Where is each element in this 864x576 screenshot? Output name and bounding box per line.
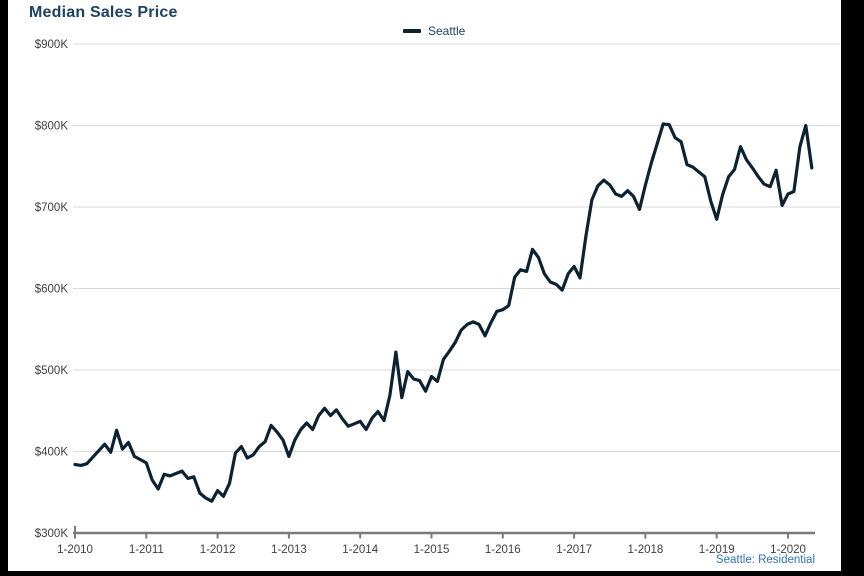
seattle-line-swatch-icon [403,29,421,33]
y-axis-tick-label: $400K [35,447,69,459]
x-axis-tick-label: 1-2015 [414,544,450,556]
x-axis-tick-label: 1-2013 [271,544,307,556]
x-axis-tick-label: 1-2017 [556,544,592,556]
x-axis-tick-label: 1-2019 [699,544,735,556]
x-axis-tick-label: 1-2010 [57,544,93,556]
x-axis-tick-label: 1-2020 [770,544,806,556]
y-axis-tick-label: $600K [35,284,69,296]
x-axis-tick-label: 1-2012 [200,544,236,556]
chart-title: Median Sales Price [29,4,178,21]
x-axis-tick-label: 1-2018 [627,544,663,556]
legend: Seattle [403,24,465,38]
seattle-price-line [73,122,814,503]
y-axis-tick-label: $900K [35,39,69,51]
x-axis-tick-label: 1-2014 [342,544,378,556]
x-axis-tick-label: 1-2016 [485,544,521,556]
chart-canvas: $300K $400K $500K $600K $700K $800K $900K 1-201… [8,0,841,571]
y-axis-tick-label: $500K [35,365,69,377]
legend-label-seattle: Seattle [428,24,466,38]
seattle-residential-link[interactable]: Seattle: Residential [715,554,815,566]
y-axis-tick-label: $700K [35,202,69,214]
y-axis-tick-label: $800K [35,121,69,133]
x-axis-tick-label: 1-2011 [129,544,164,556]
y-axis-tick-label: $300K [35,528,69,540]
